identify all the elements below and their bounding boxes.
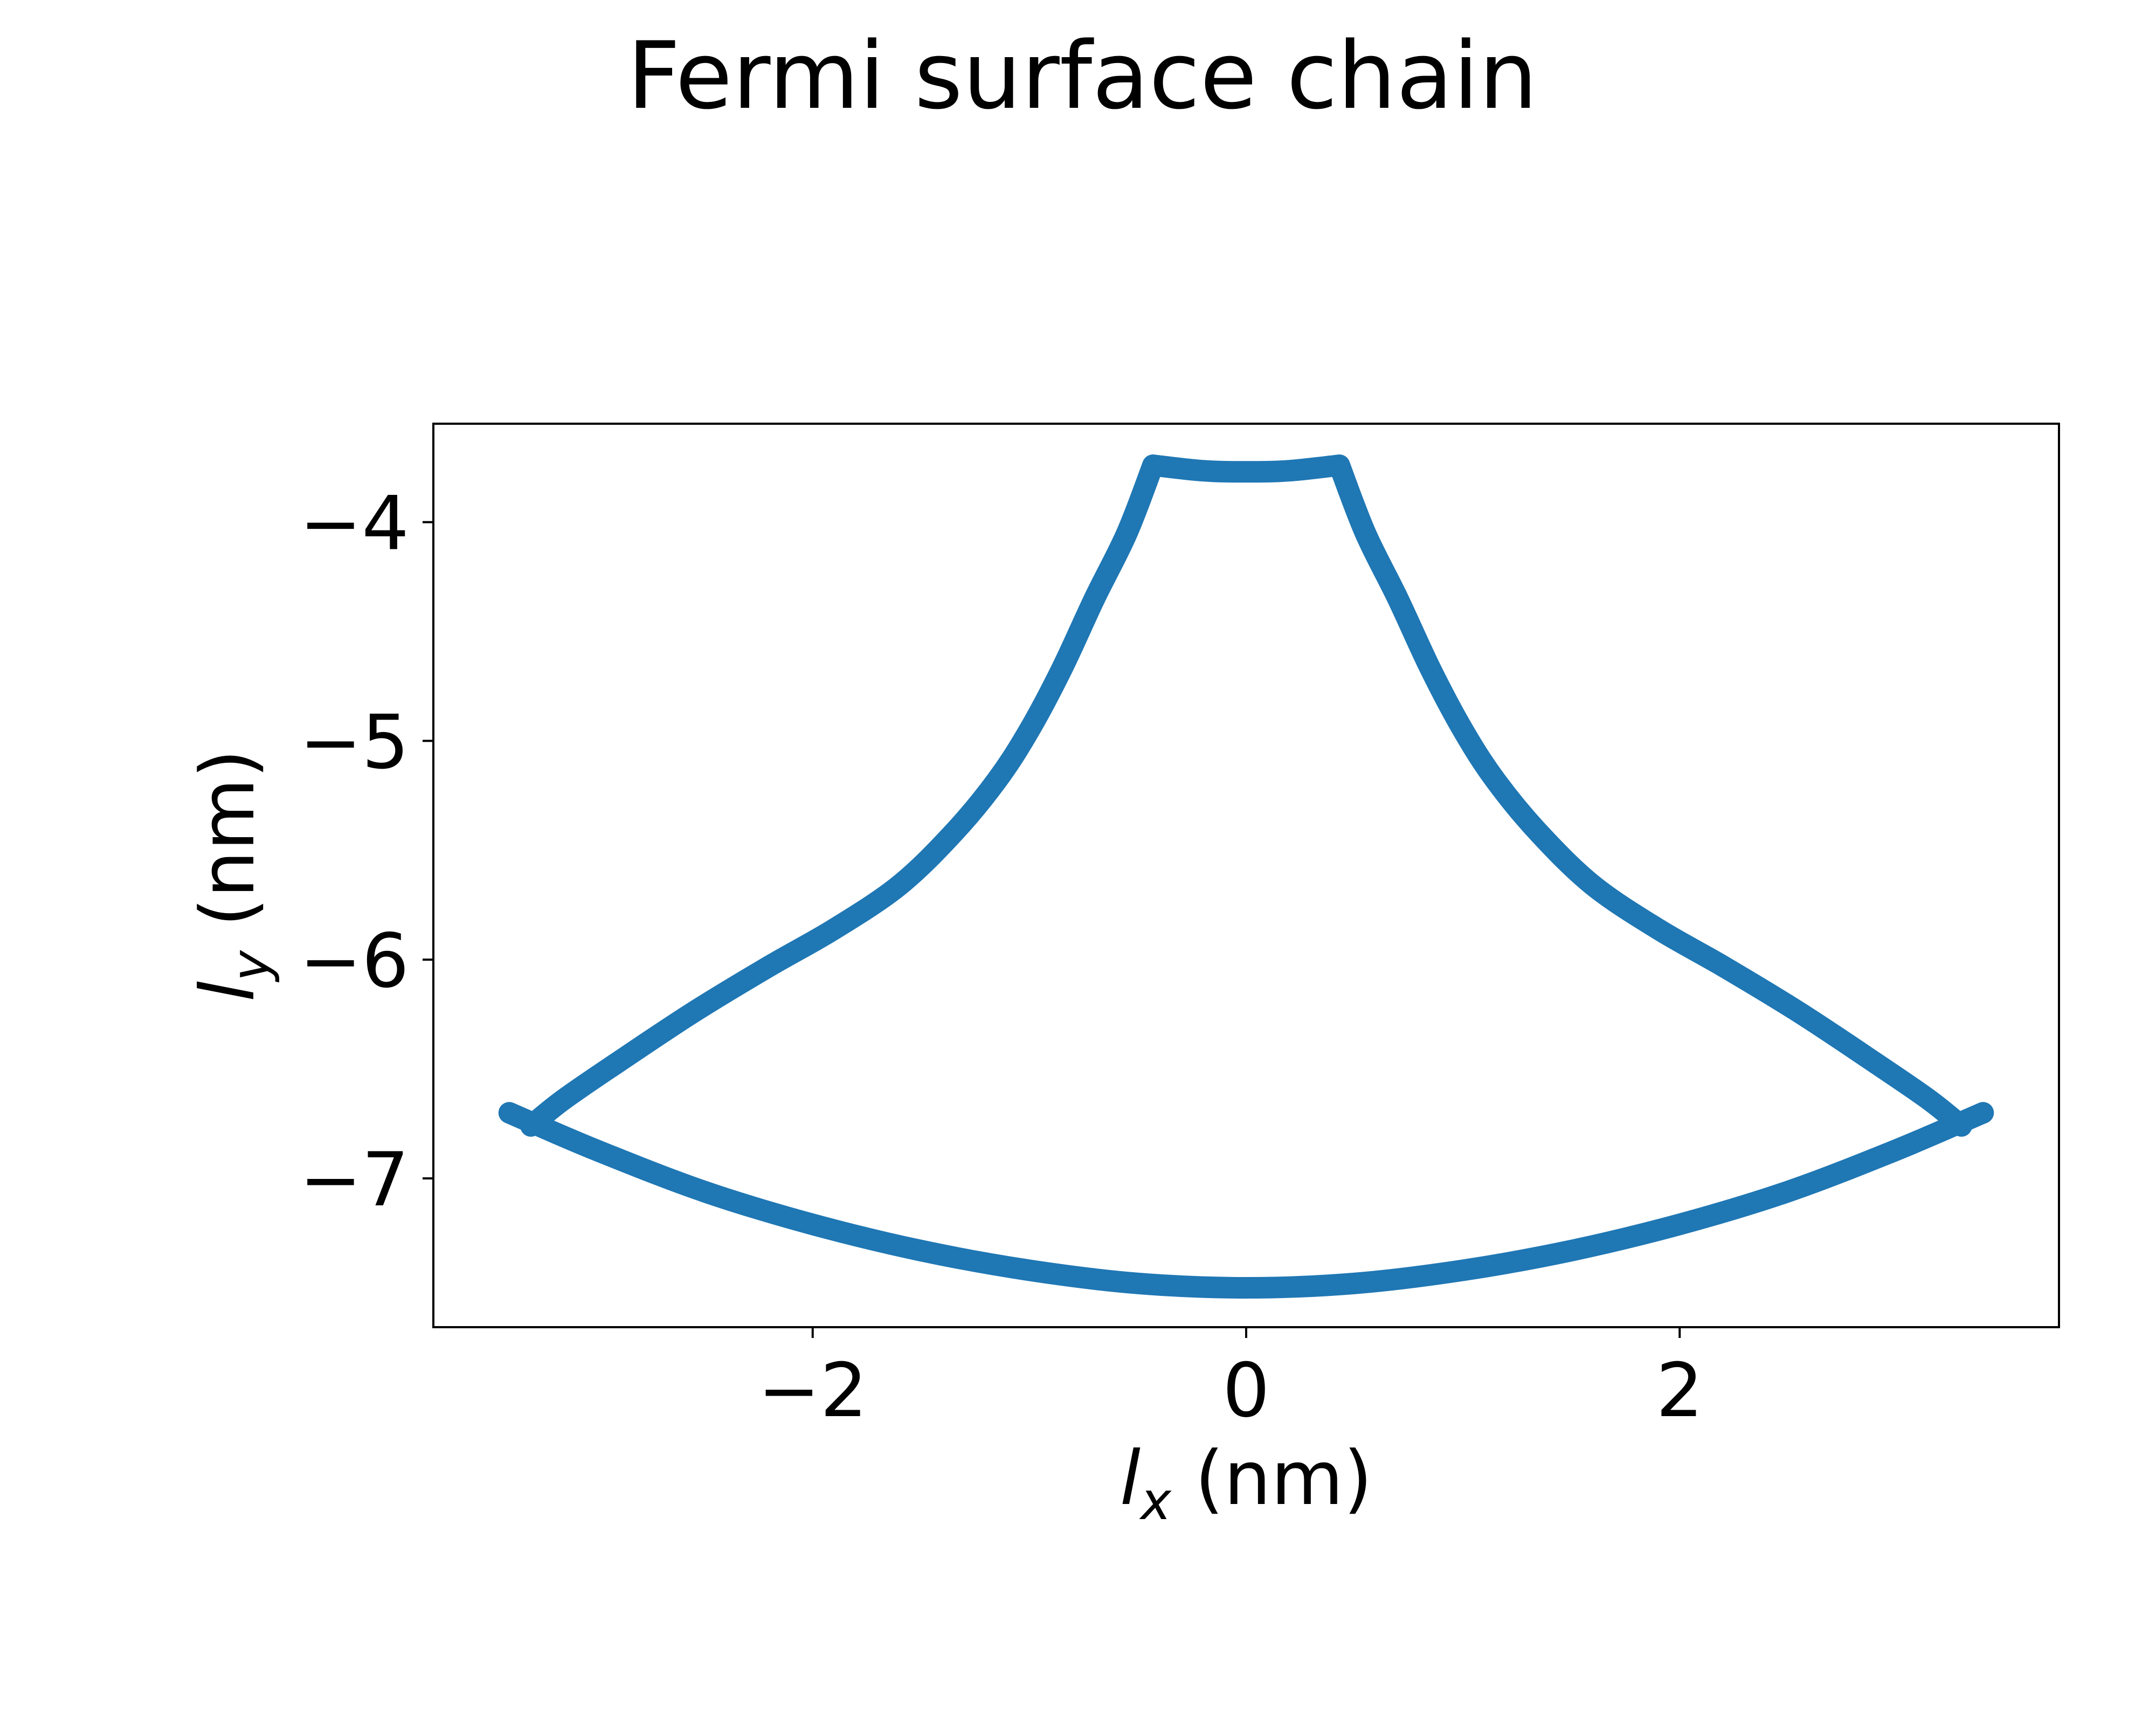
- y-tick-label: −6: [300, 917, 409, 1004]
- x-tick-label: 2: [1656, 1347, 1703, 1434]
- y-tick-label: −5: [300, 699, 409, 785]
- series-curve-1: [1142, 454, 1350, 483]
- y-tick-label: −4: [300, 480, 409, 567]
- x-axis-ticks: −2 0 2: [758, 1327, 1703, 1434]
- y-axis-label-subscript: y: [220, 950, 281, 983]
- y-axis-label-unit: (nm): [184, 749, 271, 927]
- x-axis-label: lx (nm): [1120, 1435, 1373, 1531]
- x-axis-label-subscript: x: [1139, 1471, 1172, 1531]
- y-axis-label-symbol: l: [184, 981, 271, 1002]
- y-axis-label-space: [184, 927, 271, 950]
- y-axis-ticks: −7 −6 −5 −4: [300, 480, 433, 1223]
- y-tick-label: −7: [300, 1136, 409, 1223]
- x-axis-label-space: [1171, 1435, 1195, 1522]
- x-tick-label: −2: [758, 1347, 867, 1434]
- series-curve-4: [498, 1102, 1994, 1299]
- x-tick-label: 0: [1222, 1347, 1270, 1434]
- chart-title: Fermi surface chain: [627, 22, 1537, 130]
- y-axis-label: ly (nm): [184, 749, 281, 1002]
- series-curve-2: [520, 454, 1164, 1137]
- series-curve-3: [1328, 454, 1972, 1137]
- x-axis-label-unit: (nm): [1195, 1435, 1373, 1522]
- x-axis-label-symbol: l: [1120, 1435, 1141, 1522]
- data-series-layer: [498, 454, 1994, 1299]
